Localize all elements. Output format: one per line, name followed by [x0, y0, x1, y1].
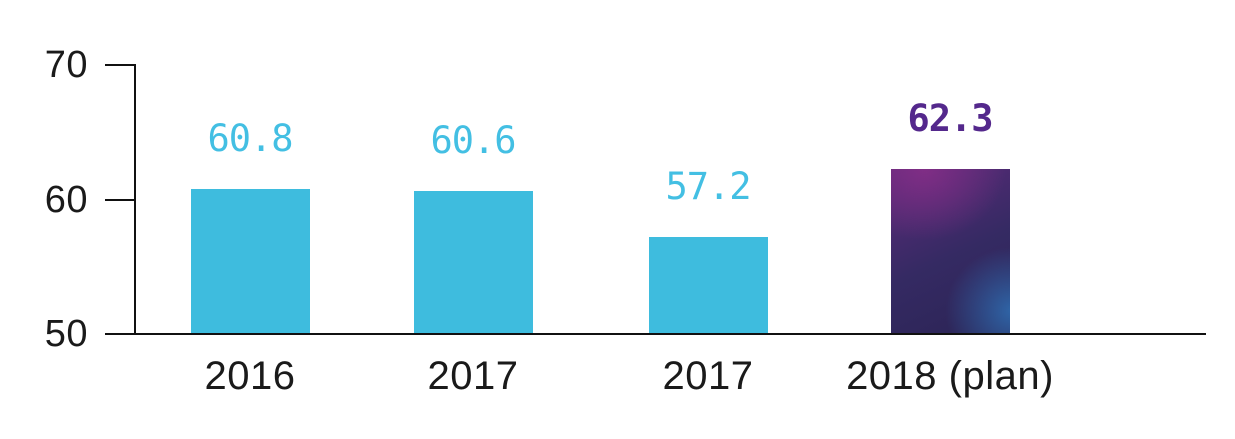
- y-tick-label: 70: [44, 44, 88, 86]
- y-tick-mark: [105, 198, 134, 201]
- bar-value-label: 62.3: [907, 96, 993, 140]
- bar: [190, 188, 310, 334]
- x-axis-line: [105, 333, 1206, 335]
- bar-plan: [890, 168, 1010, 334]
- y-tick-label: 50: [44, 313, 88, 355]
- y-axis-line: [134, 64, 136, 334]
- x-tick-label: 2017: [427, 354, 519, 398]
- bar-value-label: 57.2: [665, 165, 751, 209]
- bar: [648, 237, 768, 334]
- y-tick-label: 60: [44, 178, 88, 221]
- bar: [413, 191, 533, 334]
- x-tick-label: 2018 (plan): [846, 354, 1054, 398]
- bar-value-label: 60.8: [207, 116, 293, 160]
- x-tick-label: 2017: [662, 354, 754, 398]
- y-tick-mark: [105, 64, 134, 66]
- bar-value-label: 60.6: [430, 119, 516, 163]
- x-tick-label: 2016: [204, 354, 296, 398]
